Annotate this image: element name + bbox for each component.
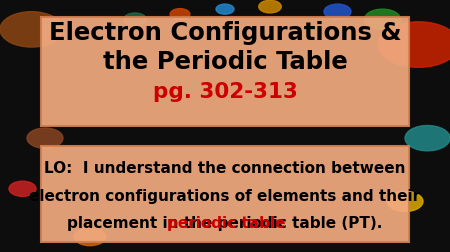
Text: placement in the periodic table (PT).: placement in the periodic table (PT). [68, 215, 382, 231]
Text: LO:  I understand the connection between: LO: I understand the connection between [44, 160, 406, 175]
Circle shape [216, 5, 234, 15]
Circle shape [9, 181, 36, 197]
Circle shape [74, 228, 106, 246]
Circle shape [259, 1, 281, 14]
FancyBboxPatch shape [40, 18, 410, 126]
Text: the Periodic Table: the Periodic Table [103, 50, 347, 74]
Text: electron configurations of elements and their: electron configurations of elements and … [29, 188, 421, 203]
Text: periodic table: periodic table [167, 215, 285, 231]
FancyBboxPatch shape [40, 146, 410, 242]
Circle shape [0, 13, 63, 48]
Circle shape [170, 10, 190, 21]
Text: pg. 302-313: pg. 302-313 [153, 82, 297, 102]
Circle shape [405, 126, 450, 151]
Circle shape [387, 192, 423, 212]
Circle shape [364, 10, 400, 30]
Text: Electron Configurations &: Electron Configurations & [49, 21, 401, 45]
Circle shape [378, 23, 450, 68]
Circle shape [124, 14, 146, 26]
Circle shape [27, 129, 63, 149]
Circle shape [324, 5, 351, 20]
